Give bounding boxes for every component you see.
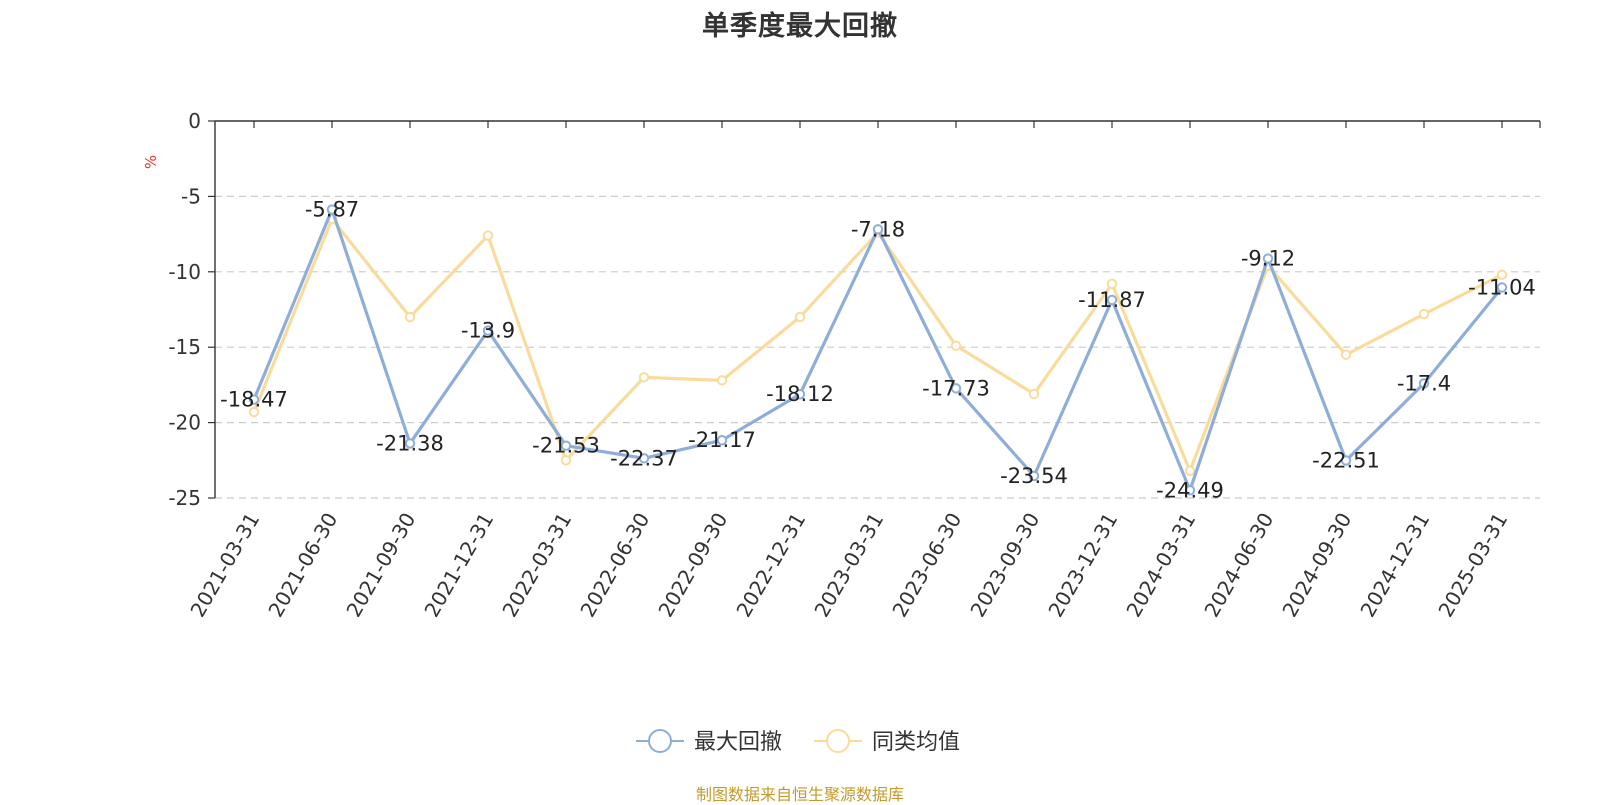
x-tick-label: 2022-12-31 bbox=[731, 509, 810, 622]
x-tick-label: 2022-09-30 bbox=[653, 509, 732, 622]
chart-title: 单季度最大回撤 bbox=[702, 11, 898, 42]
legend: 最大回撤 同类均值 bbox=[636, 729, 960, 755]
x-tick-label: 2022-03-31 bbox=[497, 509, 576, 622]
x-tick-label: 2021-03-31 bbox=[185, 509, 264, 622]
data-point bbox=[1106, 294, 1118, 306]
legend-label: 最大回撤 bbox=[694, 730, 782, 755]
data-point bbox=[716, 375, 728, 386]
x-tick-label: 2023-12-31 bbox=[1043, 509, 1122, 622]
data-label: -17.73 bbox=[922, 376, 990, 400]
data-point bbox=[638, 453, 650, 464]
data-label: -21.38 bbox=[376, 431, 444, 455]
data-label: -22.51 bbox=[1312, 448, 1380, 472]
data-point bbox=[1028, 388, 1040, 400]
x-tick-label: 2021-06-30 bbox=[263, 509, 342, 622]
data-point bbox=[482, 325, 494, 336]
data-point bbox=[1262, 253, 1274, 264]
data-point bbox=[1496, 269, 1508, 281]
y-tick-label: -20 bbox=[168, 411, 201, 435]
data-point bbox=[482, 230, 494, 241]
data-point bbox=[560, 455, 572, 466]
data-point bbox=[248, 394, 260, 405]
y-tick-label: -10 bbox=[168, 260, 201, 284]
data-label: -21.17 bbox=[688, 428, 756, 452]
x-tick-label: 2024-03-31 bbox=[1121, 509, 1200, 622]
x-tick-label: 2021-09-30 bbox=[341, 509, 420, 622]
x-tick-label: 2021-12-31 bbox=[419, 509, 498, 622]
data-label: -5.87 bbox=[305, 198, 359, 222]
x-tick-label: 2023-03-31 bbox=[809, 509, 888, 622]
y-axis-unit: % bbox=[142, 155, 160, 169]
data-label: -11.87 bbox=[1078, 288, 1146, 312]
series-layer bbox=[248, 204, 1508, 496]
data-point bbox=[638, 372, 650, 383]
data-label: -21.53 bbox=[532, 434, 600, 458]
data-label: -18.47 bbox=[220, 388, 288, 412]
data-label: -24.49 bbox=[1156, 478, 1224, 502]
data-point bbox=[950, 340, 962, 351]
y-tick-label: -15 bbox=[168, 335, 201, 359]
data-source-note: 制图数据来自恒生聚源数据库 bbox=[695, 785, 904, 804]
x-tick-label: 2024-06-30 bbox=[1199, 509, 1278, 622]
data-point bbox=[1340, 455, 1352, 466]
y-tick-label: -5 bbox=[181, 184, 201, 208]
data-point bbox=[404, 438, 416, 449]
data-point bbox=[1418, 378, 1430, 389]
data-point bbox=[1184, 465, 1196, 477]
legend-marker bbox=[648, 729, 672, 753]
data-point bbox=[872, 224, 884, 235]
data-point bbox=[950, 383, 962, 394]
data-label: -9.12 bbox=[1241, 247, 1295, 271]
legend-marker bbox=[826, 729, 850, 753]
x-tick-label: 2023-06-30 bbox=[887, 509, 966, 622]
data-point bbox=[248, 406, 260, 418]
data-point bbox=[716, 435, 728, 446]
legend-label: 同类均值 bbox=[872, 730, 960, 755]
data-label: -18.12 bbox=[766, 382, 834, 406]
data-point bbox=[1106, 278, 1118, 290]
data-point bbox=[1340, 349, 1352, 360]
data-label: -13.9 bbox=[461, 319, 515, 343]
data-point bbox=[794, 311, 806, 323]
grid-lines bbox=[215, 195, 1540, 499]
x-tick-label: 2024-09-30 bbox=[1277, 509, 1356, 622]
x-tick-label: 2024-12-31 bbox=[1355, 509, 1434, 622]
data-point bbox=[1418, 308, 1430, 320]
data-labels: -18.47 -5.87 -21.38 -13.9 -21.53 -22.37 -21.17… bbox=[220, 198, 1536, 503]
data-point bbox=[1028, 470, 1040, 482]
data-label: -17.4 bbox=[1397, 371, 1451, 395]
data-point bbox=[1496, 282, 1508, 293]
data-point bbox=[794, 389, 806, 400]
data-label: -7.18 bbox=[851, 217, 905, 241]
data-point bbox=[404, 311, 416, 323]
y-tick-label: -25 bbox=[168, 486, 201, 510]
data-point bbox=[560, 440, 572, 451]
x-tick-label: 2022-06-30 bbox=[575, 509, 654, 622]
data-label: -22.37 bbox=[610, 446, 678, 470]
data-label: -11.04 bbox=[1468, 275, 1536, 299]
y-tick-label: 0 bbox=[188, 109, 201, 133]
data-label: -23.54 bbox=[1000, 464, 1068, 488]
data-point bbox=[326, 204, 338, 215]
x-tick-label: 2023-09-30 bbox=[965, 509, 1044, 622]
data-point bbox=[1184, 485, 1196, 496]
x-tick-label: 2025-03-31 bbox=[1433, 509, 1512, 622]
